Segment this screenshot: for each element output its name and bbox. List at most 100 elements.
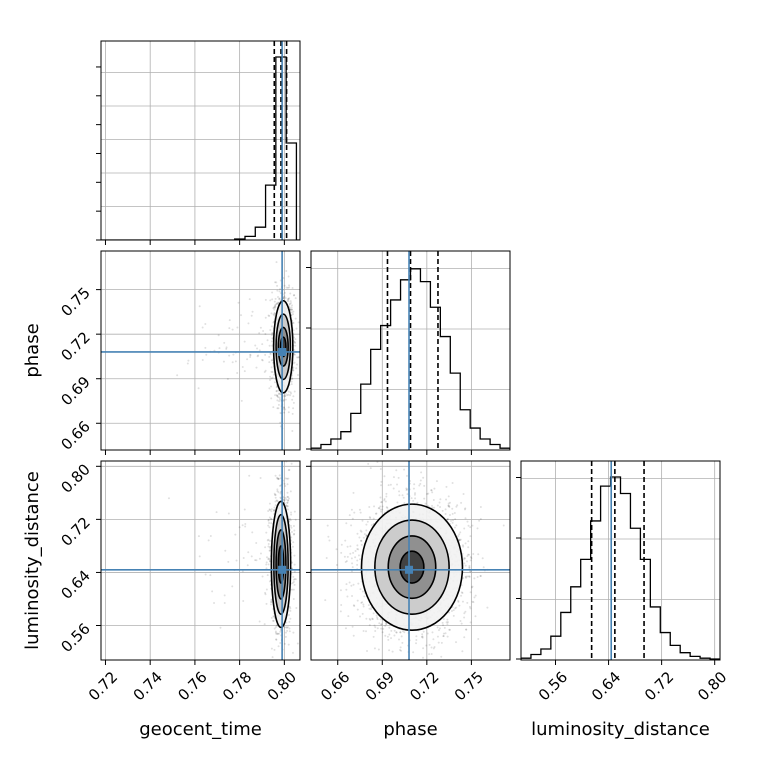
scatter-point <box>269 385 272 388</box>
scatter-point <box>465 560 468 563</box>
scatter-point <box>197 535 200 538</box>
scatter-point <box>275 302 278 305</box>
scatter-point <box>266 339 269 342</box>
scatter-point <box>292 631 295 634</box>
scatter-point <box>225 347 228 350</box>
scatter-point <box>470 557 473 560</box>
scatter-point <box>293 294 296 297</box>
scatter-point <box>348 581 351 584</box>
scatter-point <box>344 627 347 630</box>
scatter-point <box>466 555 469 558</box>
scatter-point <box>431 631 434 634</box>
scatter-point <box>255 541 258 544</box>
scatter-point <box>447 504 450 507</box>
scatter-point <box>283 482 286 485</box>
scatter-point <box>379 508 382 511</box>
scatter-point <box>373 505 376 508</box>
scatter-point <box>279 492 282 495</box>
scatter-point <box>451 481 454 484</box>
histogram-phase <box>311 268 510 450</box>
scatter-point <box>486 606 489 609</box>
scatter-point <box>289 609 292 612</box>
scatter-point <box>502 524 505 527</box>
scatter-point <box>243 370 246 373</box>
scatter-point <box>256 355 259 358</box>
scatter-point <box>258 349 261 352</box>
scatter-point <box>360 543 363 546</box>
scatter-point <box>454 518 457 521</box>
scatter-point <box>353 604 356 607</box>
scatter-point <box>228 327 231 330</box>
scatter-point <box>464 517 467 520</box>
scatter-point <box>204 573 207 576</box>
scatter-point <box>293 349 296 352</box>
scatter-point <box>405 474 408 477</box>
scatter-point <box>176 374 179 377</box>
scatter-point <box>268 355 271 358</box>
scatter-point <box>276 476 279 479</box>
scatter-point <box>278 297 281 300</box>
scatter-point <box>258 332 261 335</box>
scatter-point <box>464 564 467 567</box>
scatter-point <box>297 356 300 359</box>
scatter-point <box>340 543 343 546</box>
scatter-point <box>284 477 287 480</box>
scatter-point <box>273 381 276 384</box>
scatter-point <box>287 298 290 301</box>
scatter-point <box>231 328 234 331</box>
scatter-point <box>474 615 477 618</box>
scatter-point <box>413 665 415 667</box>
scatter-point <box>277 645 280 648</box>
scatter-point <box>268 560 271 563</box>
scatter-point <box>274 630 277 633</box>
scatter-point <box>388 633 391 636</box>
truth-marker <box>278 347 287 356</box>
scatter-point <box>293 529 296 532</box>
scatter-point <box>452 609 455 612</box>
scatter-point <box>346 555 349 558</box>
scatter-point <box>393 634 396 637</box>
scatter-point <box>290 380 293 383</box>
scatter-point <box>271 359 274 362</box>
scatter-point <box>376 616 379 619</box>
scatter-point <box>284 392 287 395</box>
scatter-point <box>285 269 288 272</box>
scatter-point <box>377 648 380 651</box>
scatter-point <box>362 536 365 539</box>
scatter-point <box>264 369 267 372</box>
scatter-point <box>292 575 295 578</box>
scatter-point <box>248 474 251 477</box>
scatter-point <box>247 551 250 554</box>
scatter-point <box>467 546 470 549</box>
scatter-point <box>367 604 370 607</box>
scatter-point <box>271 298 274 301</box>
scatter-point <box>276 499 279 502</box>
scatter-point <box>326 524 329 527</box>
scatter-point <box>462 558 465 561</box>
scatter-point <box>295 367 298 370</box>
scatter-point <box>271 332 274 335</box>
scatter-point <box>292 578 295 581</box>
scatter-point <box>294 578 297 581</box>
scatter-point <box>426 632 429 635</box>
scatter-point <box>201 326 204 329</box>
scatter-point <box>268 559 271 562</box>
scatter-point <box>167 497 170 500</box>
scatter-point <box>263 623 266 626</box>
scatter-point <box>276 632 279 635</box>
scatter-point <box>403 502 406 505</box>
scatter-point <box>263 370 266 373</box>
scatter-point <box>275 624 278 627</box>
scatter-point <box>285 621 288 624</box>
scatter-point <box>406 493 409 496</box>
scatter-point <box>302 295 304 297</box>
scatter-point <box>244 525 247 528</box>
scatter-point <box>354 556 357 559</box>
scatter-point <box>292 294 295 297</box>
scatter-point <box>275 281 278 284</box>
scatter-point <box>254 344 257 347</box>
scatter-point <box>395 469 398 472</box>
scatter-point <box>293 583 296 586</box>
scatter-point <box>366 649 369 652</box>
